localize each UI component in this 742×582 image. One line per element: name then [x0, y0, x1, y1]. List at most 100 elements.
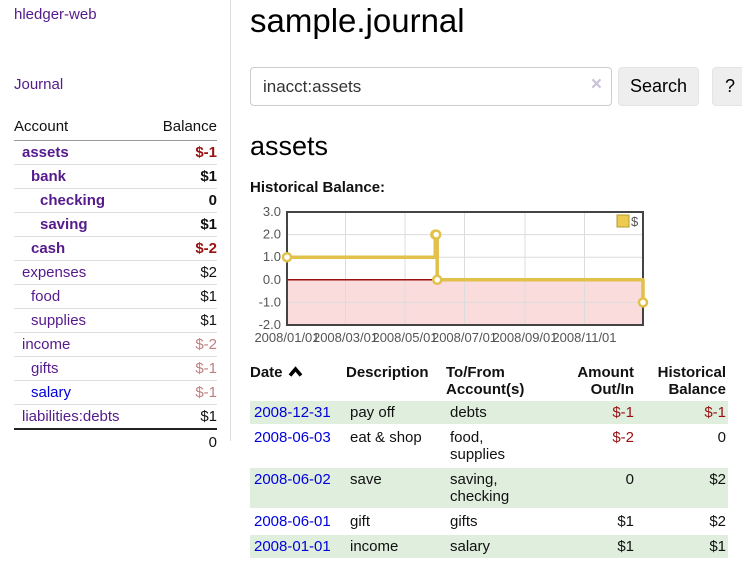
transaction-description: save — [346, 467, 446, 510]
account-row: cash $-2 — [14, 236, 217, 261]
sort-asc-icon — [283, 364, 303, 381]
y-tick-label: -2.0 — [259, 317, 281, 332]
x-tick-label: 2008/01/01 — [254, 330, 319, 345]
data-point — [431, 274, 443, 286]
account-link-expenses[interactable]: expenses — [22, 264, 87, 281]
account-balance: $1 — [148, 284, 217, 309]
search-box: × — [250, 67, 612, 106]
table-row: 2008-06-03 eat & shop food, supplies $-2 0 — [250, 425, 728, 468]
account-balance: $2 — [148, 260, 217, 285]
account-row: liabilities:debts $1 — [14, 404, 217, 430]
account-link-cash[interactable]: cash — [31, 240, 66, 257]
account-balance: $-2 — [148, 236, 217, 261]
account-link-bank[interactable]: bank — [31, 168, 67, 185]
transaction-date-link[interactable]: 2008-06-02 — [254, 471, 331, 488]
account-link-gifts[interactable]: gifts — [31, 360, 59, 377]
data-point — [637, 297, 649, 308]
page-title: sample.journal — [250, 2, 465, 39]
x-tick-label: 2008/03/01 — [313, 330, 378, 345]
legend-label: $ — [631, 214, 639, 229]
search-button[interactable]: Search — [618, 67, 700, 106]
transaction-accounts: debts — [446, 401, 550, 426]
data-point — [281, 251, 293, 263]
transaction-amount: 0 — [550, 467, 636, 510]
transaction-amount: $-1 — [550, 401, 636, 426]
x-tick-label: 2008/11/01 — [552, 330, 616, 345]
main-content: sample.journal × Search ? assets Histori… — [250, 0, 742, 560]
x-tick-label: 2008/09/01 — [492, 330, 557, 345]
account-row: income $-2 — [14, 332, 217, 357]
sidebar-item-journal[interactable]: Journal — [14, 76, 64, 93]
account-row: assets $-1 — [14, 140, 217, 165]
account-row: saving $1 — [14, 212, 217, 237]
account-link-checking[interactable]: checking — [40, 192, 106, 209]
account-row: food $1 — [14, 284, 217, 309]
account-link-income[interactable]: income — [22, 336, 71, 353]
plot-border — [286, 211, 644, 326]
table-row: 2008-06-01 gift gifts $1 $2 — [250, 509, 728, 535]
account-balance: $-1 — [148, 356, 217, 381]
transaction-description: eat & shop — [346, 425, 446, 468]
account-link-liabilities-debts[interactable]: liabilities:debts — [22, 408, 120, 425]
account-link-assets[interactable]: assets — [22, 144, 69, 161]
register-header-date[interactable]: Date — [250, 361, 346, 401]
help-button[interactable]: ? — [712, 67, 742, 106]
account-balance: $-1 — [148, 380, 217, 405]
clear-search-icon[interactable]: × — [590, 74, 602, 95]
account-row: bank $1 — [14, 164, 217, 189]
transaction-balance: 0 — [636, 425, 728, 468]
account-balance: $1 — [148, 164, 217, 189]
transaction-description: income — [346, 534, 446, 560]
register-header-to-from-account-s-: To/From Account(s) — [446, 364, 525, 398]
app-title-link[interactable]: hledger-web — [14, 6, 97, 23]
y-tick-label: 1.0 — [263, 249, 281, 264]
transaction-date-link[interactable]: 2008-12-31 — [254, 404, 331, 421]
table-row: 2008-12-31 pay off debts $-1 $-1 — [250, 401, 728, 426]
account-row: supplies $1 — [14, 308, 217, 333]
x-tick-label: 2008/07/01 — [432, 330, 497, 345]
transaction-balance: $2 — [636, 509, 728, 535]
accounts-header-account: Account — [14, 115, 149, 141]
account-heading: assets — [250, 131, 329, 161]
transaction-balance: $1 — [636, 534, 728, 560]
account-row: salary $-1 — [14, 380, 217, 405]
account-balance: $1 — [148, 404, 217, 430]
legend-swatch — [616, 214, 630, 228]
table-row: 2008-01-01 income salary $1 $1 — [250, 534, 728, 560]
chart-svg: 3.0 2.0 1.0 0.0 -1.0 -2.02008/01/012008/03/01… — [254, 204, 649, 345]
account-balance: 0 — [148, 188, 217, 213]
account-link-saving[interactable]: saving — [40, 216, 88, 233]
y-tick-label: 3.0 — [263, 204, 281, 219]
account-balance: $1 — [148, 308, 217, 333]
account-link-supplies[interactable]: supplies — [31, 312, 87, 329]
transaction-description: gift — [346, 509, 446, 535]
account-balance: $-2 — [148, 332, 217, 357]
transaction-accounts: gifts — [446, 509, 550, 535]
transaction-date-link[interactable]: 2008-06-01 — [254, 513, 331, 530]
chart-title: Historical Balance: — [250, 179, 386, 196]
account-row: gifts $-1 — [14, 356, 217, 381]
search-input[interactable] — [250, 67, 612, 106]
account-balance: $-1 — [148, 140, 217, 165]
transaction-amount: $-2 — [550, 425, 636, 468]
transaction-description: pay off — [346, 401, 446, 426]
transaction-balance: $2 — [636, 467, 728, 510]
accounts-header-row: Account Balance — [14, 115, 217, 141]
accounts-total-value: 0 — [148, 428, 217, 454]
transaction-date-link[interactable]: 2008-06-03 — [254, 429, 331, 446]
register-header-description: Description — [346, 364, 429, 381]
account-link-food[interactable]: food — [31, 288, 61, 305]
x-tick-label: 2008/05/01 — [372, 330, 437, 345]
y-tick-label: -1.0 — [259, 294, 281, 309]
account-row: checking 0 — [14, 188, 217, 213]
account-link-salary[interactable]: salary — [31, 384, 72, 401]
transaction-amount: $1 — [550, 509, 636, 535]
account-row: expenses $2 — [14, 260, 217, 285]
register-header-row: Date Description To/From Account(s) Amount … — [250, 361, 728, 401]
sidebar-nav: Journal — [0, 76, 230, 93]
accounts-header-balance: Balance — [148, 115, 217, 141]
sidebar: hledger-web Journal Account Balance asse… — [0, 0, 231, 454]
historical-balance-chart: 3.0 2.0 1.0 0.0 -1.0 -2.0 2008/01/01 2008/03/01… — [250, 202, 742, 354]
table-row: 2008-06-02 save saving, checking 0 $2 — [250, 467, 728, 510]
transaction-date-link[interactable]: 2008-01-01 — [254, 538, 331, 555]
